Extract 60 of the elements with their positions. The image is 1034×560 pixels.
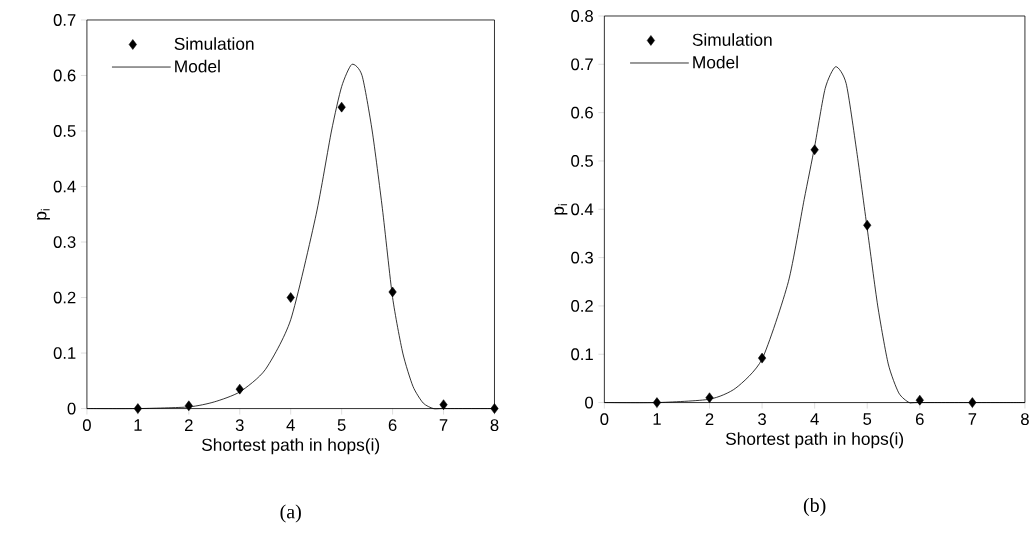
point [863,219,872,231]
y-tick-label: 0.1 [53,346,76,359]
x-tick-label: 2 [705,413,714,425]
text: (b) [803,497,826,516]
y-tick-label: 0 [67,402,76,415]
y-tick-label: 0.7 [571,58,593,70]
point [235,383,244,395]
y-tick-label: 0.2 [53,291,76,304]
point [705,392,714,403]
y-tick-label: 0.7 [53,13,76,26]
legend-label: Model [175,59,220,73]
point [133,403,142,414]
point [184,400,193,411]
x-tick-label: 3 [758,413,766,425]
x-tick-label: 6 [388,419,397,431]
y-tick-label: 0.6 [53,69,76,82]
x-axis-title: Shortest path in hops(i) [725,432,904,449]
y-tick-label: 0.8 [571,9,593,22]
y-tick-label: 0 [585,396,594,409]
x-tick-label: 8 [1021,413,1029,425]
y-tick-label: 0.1 [571,348,593,360]
x-tick-label: 0 [600,413,609,425]
point [490,403,499,414]
point [388,286,397,298]
legend-label: Simulation [692,32,772,46]
x-tick-label: 7 [439,419,448,431]
x-tick-label: 3 [235,419,244,431]
y-axis-title: p$_{i}$ [554,204,568,215]
x-axis-title: Shortest path in hops(i) [201,437,380,455]
y-tick-label: 0.6 [571,106,593,119]
x-tick-label: 4 [286,419,295,431]
x-tick-label: 1 [134,419,142,431]
y-tick-label: 0.5 [53,124,76,137]
x-tick-label: 2 [185,419,193,431]
point [915,394,924,406]
point [758,352,767,364]
y-tick-label: 0.2 [571,299,593,312]
y-tick-label: 0.5 [571,154,593,167]
y-tick-label: 0.3 [571,251,593,264]
point [810,144,819,155]
point [968,397,977,408]
x-tick-label: 8 [490,419,499,431]
x-tick-label: 7 [968,413,977,425]
x-tick-label: 4 [810,413,819,425]
legend-label: Model [693,55,738,69]
text: (a) [280,504,301,523]
x-tick-label: 6 [916,413,924,425]
x-tick-label: 5 [863,413,872,425]
point [652,397,661,408]
x-tick-label: 1 [653,413,661,425]
point [286,292,295,303]
point [439,399,448,410]
x-tick-label: 0 [82,419,91,431]
y-tick-label: 0.4 [571,203,594,215]
legend-label: Simulation [174,37,254,50]
x-tick-label: 5 [337,419,346,431]
y-tick-label: 0.4 [53,180,76,193]
y-tick-label: 0.3 [53,235,76,248]
point [337,101,346,113]
y-axis-title: p$_{i}$ [37,209,50,220]
